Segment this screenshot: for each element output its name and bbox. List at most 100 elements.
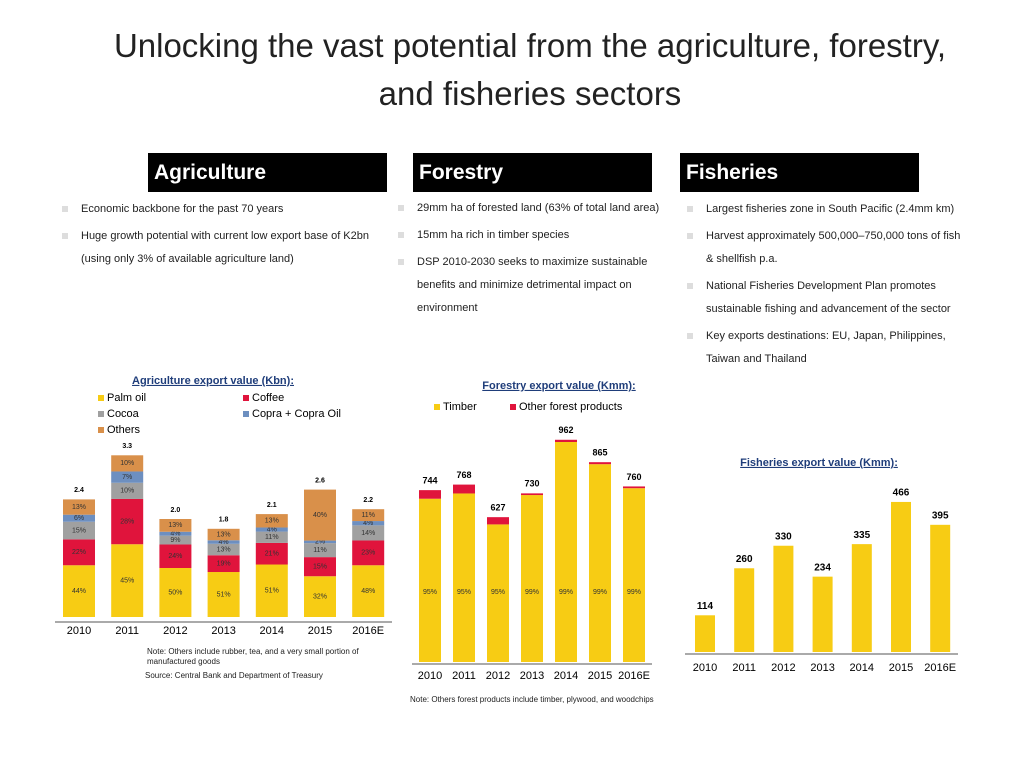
chart-note: Note: Others forest products include tim…	[410, 695, 654, 704]
bar-segment	[419, 490, 441, 499]
segment-label: 95%	[423, 589, 437, 596]
bar	[695, 615, 715, 652]
bar	[891, 501, 911, 652]
section-heading: Forestry	[413, 153, 652, 192]
bullet: Economic backbone for the past 70 years	[62, 198, 381, 221]
value-label: 260	[736, 554, 753, 565]
bullet: Key exports destinations: EU, Japan, Phi…	[687, 325, 964, 371]
total-label: 2.2	[363, 497, 373, 504]
segment-label: 9%	[170, 537, 180, 544]
bar-segment	[521, 495, 543, 662]
bar	[851, 544, 872, 652]
bar-segment	[352, 521, 385, 526]
legend-label: Palm oil	[107, 392, 146, 404]
legend-label: Other forest products	[519, 401, 623, 413]
bar-segment	[589, 464, 611, 662]
bar-segment	[453, 484, 475, 494]
total-label: 760	[626, 472, 641, 482]
segment-label: 4%	[267, 526, 277, 533]
value-label: 395	[932, 510, 949, 521]
chart-note: Note: Others include rubber, tea, and a …	[147, 647, 359, 666]
x-tick-label: 2016E	[618, 670, 650, 682]
segment-label: 48%	[361, 588, 375, 595]
bar-segment	[304, 557, 336, 577]
bar-segment	[304, 576, 336, 617]
total-label: 1.8	[219, 517, 229, 524]
segment-label: 13%	[168, 522, 182, 529]
chart-title: Fisheries export value (Kmm):	[740, 457, 898, 469]
value-label: 330	[775, 531, 792, 542]
bar-segment	[111, 498, 144, 545]
legend-label: Copra + Copra Oil	[252, 408, 341, 420]
x-tick-label: 2014	[554, 670, 578, 682]
x-tick-label: 2011	[452, 670, 476, 682]
legend-label: Others	[107, 424, 141, 436]
x-tick-label: 2012	[163, 625, 187, 637]
segment-label: 40%	[313, 512, 327, 519]
bar-segment	[63, 539, 95, 566]
bar-segment	[111, 471, 144, 483]
bullet: Huge growth potential with current low e…	[62, 225, 381, 271]
segment-label: 11%	[265, 534, 279, 541]
segment-label: 45%	[120, 577, 134, 584]
legend-swatch	[98, 395, 104, 401]
legend-swatch	[243, 395, 249, 401]
bullet: 15mm ha rich in timber species	[398, 224, 662, 247]
x-tick-label: 2013	[810, 662, 834, 674]
bar-segment	[521, 493, 543, 496]
segment-label: 10%	[120, 460, 134, 467]
bar-segment	[555, 439, 577, 443]
segment-label: 95%	[491, 589, 505, 596]
bar-segment	[419, 498, 441, 662]
segment-label: 32%	[313, 593, 327, 600]
bar	[773, 545, 794, 652]
segment-label: 24%	[168, 553, 182, 560]
x-tick-label: 2015	[889, 662, 913, 674]
x-tick-label: 2011	[115, 625, 139, 637]
segment-label: 2%	[315, 539, 325, 546]
total-label: 627	[490, 503, 505, 513]
total-label: 768	[456, 470, 471, 480]
bar-segment	[304, 543, 336, 558]
segment-label: 50%	[168, 589, 182, 596]
x-tick-label: 2016E	[924, 662, 956, 674]
bar-segment	[207, 543, 240, 556]
chart-source: Source: Central Bank and Department of T…	[145, 671, 323, 680]
segment-label: 15%	[72, 527, 86, 534]
bullet: 29mm ha of forested land (63% of total l…	[398, 197, 662, 220]
bar-segment	[255, 514, 288, 528]
bullet-list: 29mm ha of forested land (63% of total l…	[398, 197, 662, 324]
segment-label: 13%	[217, 546, 231, 553]
total-label: 2.1	[267, 502, 277, 509]
bar-segment	[159, 531, 192, 536]
bar-segment	[623, 486, 645, 489]
total-label: 865	[592, 448, 607, 458]
segment-label: 28%	[120, 518, 134, 525]
x-tick-label: 2015	[588, 670, 612, 682]
bar-segment	[352, 525, 385, 541]
x-tick-label: 2014	[260, 625, 284, 637]
segment-label: 95%	[457, 589, 471, 596]
x-tick-label: 2012	[486, 670, 510, 682]
x-tick-label: 2015	[308, 625, 332, 637]
segment-label: 11%	[361, 512, 375, 519]
bar-segment	[352, 509, 385, 522]
bar-segment	[111, 544, 144, 617]
bar-segment	[63, 565, 95, 617]
bar-segment	[487, 524, 509, 662]
segment-label: 99%	[593, 589, 607, 596]
segment-label: 22%	[72, 549, 86, 556]
segment-label: 99%	[559, 589, 573, 596]
segment-label: 19%	[217, 560, 231, 567]
bar-segment	[352, 565, 385, 617]
bar	[734, 568, 755, 652]
bar-segment	[255, 531, 288, 543]
x-tick-label: 2014	[850, 662, 874, 674]
bar-segment	[207, 572, 240, 617]
bar-segment	[207, 528, 240, 541]
x-tick-label: 2016E	[352, 625, 384, 637]
bar-segment	[207, 555, 240, 573]
segment-label: 44%	[72, 588, 86, 595]
bar-segment	[111, 455, 144, 472]
bar-segment	[159, 535, 192, 545]
